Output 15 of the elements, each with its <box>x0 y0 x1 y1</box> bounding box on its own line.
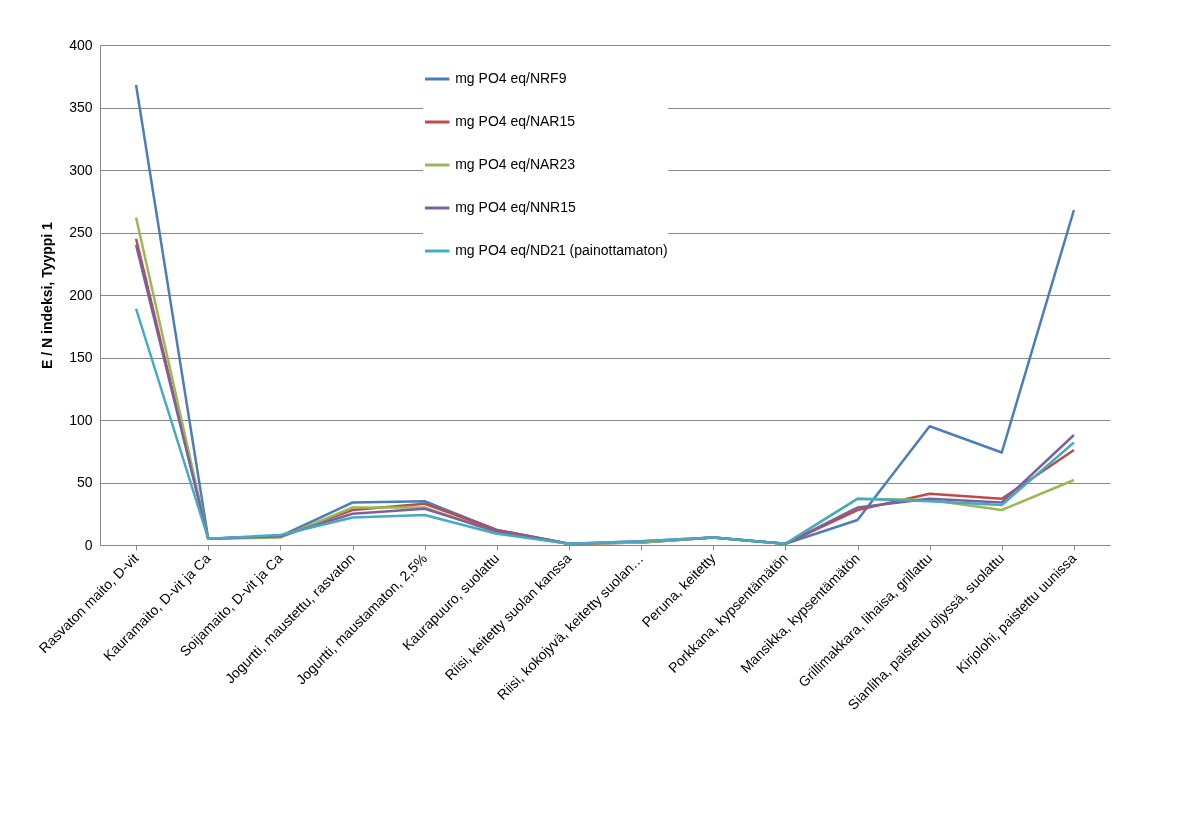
legend-label: mg PO4 eq/NAR23 <box>455 156 576 172</box>
y-tick-label: 100 <box>69 411 93 428</box>
y-tick-label: 300 <box>69 161 93 178</box>
y-tick-label: 350 <box>69 99 93 115</box>
y-tick-label: 250 <box>69 224 93 240</box>
y-tick-label: 400 <box>69 36 93 53</box>
legend-label: mg PO4 eq/NAR15 <box>455 113 576 129</box>
y-tick-label: 50 <box>76 474 93 490</box>
y-tick-label: 150 <box>69 349 93 365</box>
y-tick-label: 0 <box>84 536 93 553</box>
legend-label: mg PO4 eq/ND21 (painottamaton) <box>455 242 668 258</box>
y-tick-label: 200 <box>69 286 93 303</box>
y-axis-title: E / N indeksi, Tyyppi 1 <box>39 221 56 369</box>
legend-label: mg PO4 eq/NNR15 <box>455 199 577 215</box>
legend-label: mg PO4 eq/NRF9 <box>455 70 567 86</box>
